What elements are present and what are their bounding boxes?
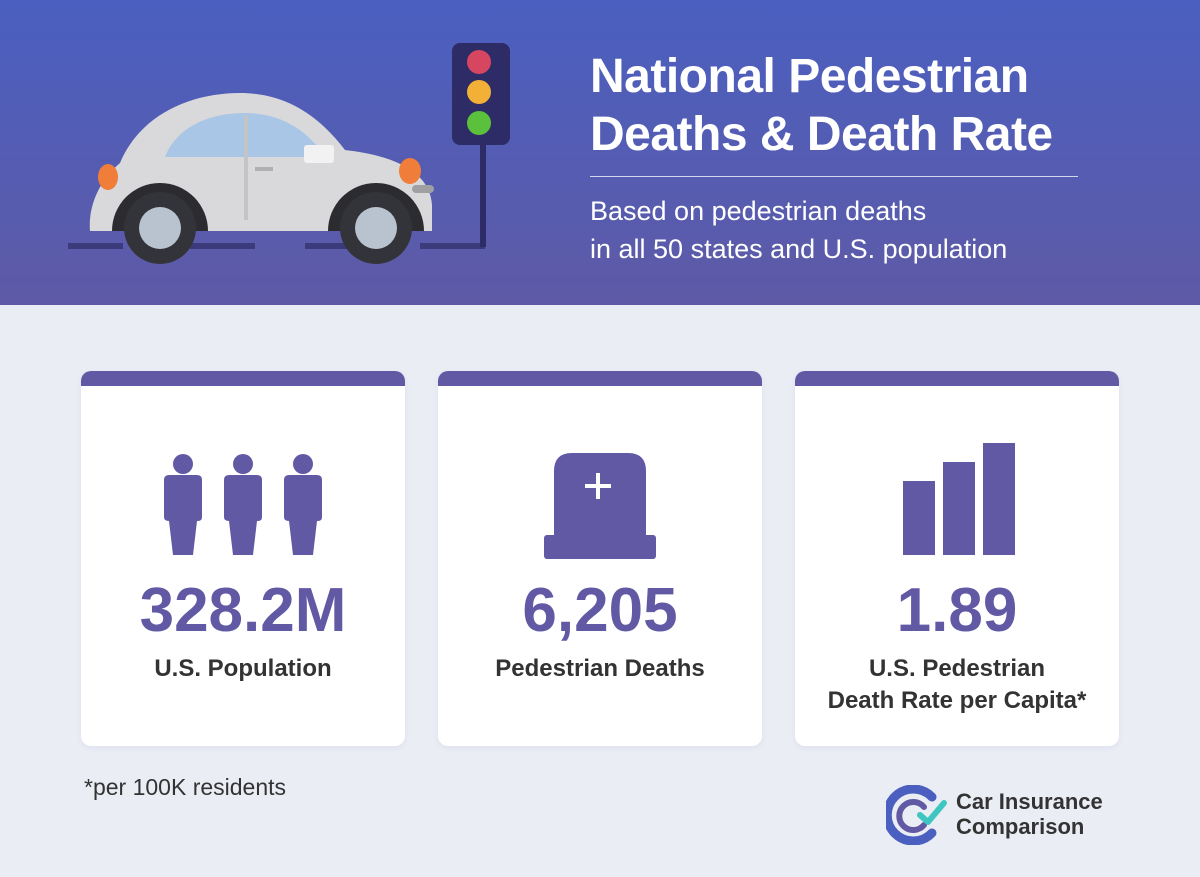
logo-text: Car Insurance Comparison <box>956 789 1103 839</box>
death-rate-value: 1.89 <box>896 576 1018 645</box>
death-rate-label-line-1: U.S. Pedestrian <box>868 655 1046 682</box>
car-traffic-light-illustration <box>68 43 510 264</box>
bar-chart-icon <box>903 443 1015 555</box>
death-rate-label-line-2: Death Rate per Capita* <box>827 687 1087 714</box>
stat-card-population: 328.2M U.S. Population <box>81 371 405 746</box>
traffic-light-icon <box>452 43 510 247</box>
subtitle-line-1: Based on pedestrian deaths <box>590 196 927 226</box>
population-value: 328.2M <box>139 576 347 645</box>
deaths-value: 6,205 <box>522 576 678 645</box>
card-accent-bar <box>795 371 1119 386</box>
title-line-1: National Pedestrian <box>590 50 1029 103</box>
title-divider <box>590 176 1078 177</box>
road-lines <box>68 243 485 249</box>
deaths-label: Pedestrian Deaths <box>438 653 762 685</box>
logo-mark-icon <box>886 785 947 845</box>
logo-text-line-2: Comparison <box>956 814 1085 839</box>
card-accent-bar <box>81 371 405 386</box>
deaths-label-line-1: Pedestrian Deaths <box>495 655 705 682</box>
subtitle-line-2: in all 50 states and U.S. population <box>590 234 1008 264</box>
title-line-2: Deaths & Death Rate <box>590 108 1053 161</box>
brand-logo[interactable]: Car Insurance Comparison <box>886 785 1126 845</box>
subtitle: Based on pedestrian deaths in all 50 sta… <box>590 192 1150 268</box>
page-title: National Pedestrian Deaths & Death Rate <box>590 48 1150 164</box>
stat-card-deaths: 6,205 Pedestrian Deaths <box>438 371 762 746</box>
car-icon <box>89 93 434 264</box>
tombstone-icon <box>544 453 656 559</box>
population-label-line-1: U.S. Population <box>154 655 332 682</box>
death-rate-label: U.S. Pedestrian Death Rate per Capita* <box>795 653 1119 717</box>
card-accent-bar <box>438 371 762 386</box>
stat-card-death-rate: 1.89 U.S. Pedestrian Death Rate per Capi… <box>795 371 1119 746</box>
population-label: U.S. Population <box>81 653 405 685</box>
people-icon <box>164 454 322 555</box>
header-banner: National Pedestrian Deaths & Death Rate … <box>0 0 1200 305</box>
logo-text-line-1: Car Insurance <box>956 789 1103 814</box>
footnote: *per 100K residents <box>84 774 287 800</box>
